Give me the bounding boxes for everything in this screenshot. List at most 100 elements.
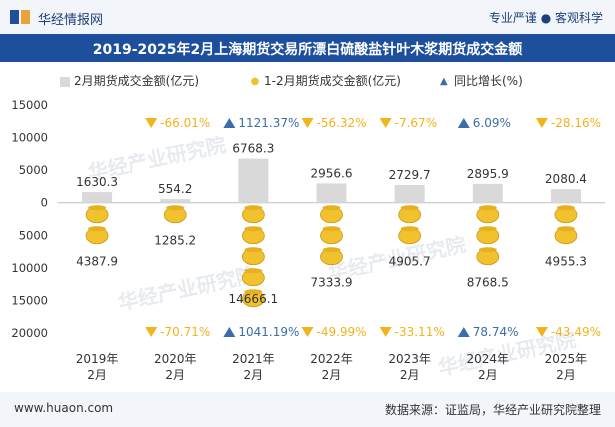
top-bar: 华经情报网 专业严谨 ● 客观科学 bbox=[0, 0, 615, 34]
growth-top-label: -56.32% bbox=[317, 116, 367, 130]
gold-pot-icon: ● bbox=[250, 75, 260, 87]
gold-pot-rim bbox=[322, 205, 341, 211]
cumulative-value-label: 4955.3 bbox=[545, 255, 587, 269]
cumulative-value-label: 8768.5 bbox=[467, 276, 509, 290]
bar-monthly bbox=[160, 199, 191, 203]
bar-monthly bbox=[550, 189, 581, 203]
tagline: 专业严谨 ● 客观科学 bbox=[488, 11, 603, 25]
growth-top-label: -7.67% bbox=[395, 116, 437, 130]
y-tick-label: 10000 bbox=[11, 261, 48, 275]
x-tick-label-year: 2025年 bbox=[545, 352, 588, 366]
growth-down-marker bbox=[379, 327, 392, 337]
bar-monthly bbox=[472, 183, 503, 203]
legend-label-cumulative: 1-2月期货成交金额(亿元) bbox=[264, 74, 401, 88]
legend-item-cumulative: ● 1-2月期货成交金额(亿元) bbox=[250, 72, 401, 89]
growth-down-marker bbox=[379, 118, 392, 128]
growth-top-label: -66.01% bbox=[160, 116, 210, 130]
growth-up-marker bbox=[457, 118, 470, 128]
cumulative-value-label: 4387.9 bbox=[76, 255, 118, 269]
gold-pot-rim bbox=[244, 289, 263, 295]
gold-pot-rim bbox=[322, 247, 341, 253]
bar-value-label: 2729.7 bbox=[389, 168, 431, 182]
huajing-logo-icon bbox=[10, 10, 30, 24]
bar-value-label: 554.2 bbox=[158, 182, 192, 196]
y-tick-label: 5000 bbox=[19, 163, 48, 177]
chart-plot: 华经产业研究院华经产业研究院华经产业研究院华经产业研究院150001000050… bbox=[11, 98, 605, 382]
bar-value-label: 2080.4 bbox=[545, 172, 587, 186]
growth-up-marker bbox=[223, 118, 236, 128]
growth-bottom-label: -43.49% bbox=[551, 325, 601, 339]
gold-pot-rim bbox=[400, 205, 419, 211]
x-tick-label-month: 2月 bbox=[244, 368, 264, 382]
legend-swatch-monthly bbox=[60, 76, 70, 87]
legend-item-monthly: 2月期货成交金额(亿元) bbox=[60, 72, 199, 89]
growth-up-marker bbox=[457, 327, 470, 337]
x-tick-label-year: 2023年 bbox=[388, 352, 431, 366]
legend-label-monthly: 2月期货成交金额(亿元) bbox=[74, 74, 199, 88]
footer: www.huaon.com 数据来源：证监局，华经产业研究院整理 bbox=[0, 392, 615, 427]
title-bar: 2019-2025年2月上海期货交易所漂白硫酸盐针叶木浆期货成交金额 bbox=[0, 34, 615, 62]
bar-value-label: 1630.3 bbox=[76, 175, 118, 189]
site-name: 华经情报网 bbox=[38, 13, 104, 28]
growth-bottom-label: 78.74% bbox=[473, 325, 519, 339]
gold-pot-rim bbox=[478, 247, 497, 253]
x-tick-label-month: 2月 bbox=[556, 368, 576, 382]
growth-bottom-label: -70.71% bbox=[160, 325, 210, 339]
gold-pot-rim bbox=[322, 226, 341, 232]
growth-top-label: 6.09% bbox=[473, 116, 511, 130]
legend-label-growth: 同比增长(%) bbox=[454, 74, 523, 88]
x-tick-label-month: 2月 bbox=[165, 368, 185, 382]
bar-value-label: 2895.9 bbox=[467, 167, 509, 181]
bar-monthly bbox=[394, 184, 425, 203]
x-tick-label-year: 2021年 bbox=[232, 352, 275, 366]
x-tick-label-year: 2022年 bbox=[310, 352, 353, 366]
gold-pot-rim bbox=[244, 268, 263, 274]
gold-pot-rim bbox=[244, 226, 263, 232]
bar-monthly bbox=[82, 192, 113, 203]
bar-monthly bbox=[316, 183, 347, 203]
growth-down-marker bbox=[535, 327, 548, 337]
footer-source: 数据来源：证监局，华经产业研究院整理 bbox=[384, 403, 601, 417]
bar-value-label: 2956.6 bbox=[311, 166, 353, 180]
gold-pot-rim bbox=[400, 226, 419, 232]
y-tick-label: 15000 bbox=[11, 98, 48, 112]
growth-bottom-label: -49.99% bbox=[317, 325, 367, 339]
triangle-up-icon: ▲ bbox=[440, 75, 448, 87]
gold-pot-rim bbox=[244, 205, 263, 211]
y-tick-label: 15000 bbox=[11, 293, 48, 307]
bar-monthly bbox=[238, 158, 269, 203]
gold-pot-rim bbox=[88, 226, 107, 232]
growth-top-label: -28.16% bbox=[551, 116, 601, 130]
growth-down-marker bbox=[535, 118, 548, 128]
y-tick-label: 0 bbox=[41, 196, 48, 210]
growth-down-marker bbox=[145, 118, 158, 128]
growth-down-marker bbox=[145, 327, 158, 337]
gold-pot-rim bbox=[556, 226, 575, 232]
chart-title: 2019-2025年2月上海期货交易所漂白硫酸盐针叶木浆期货成交金额 bbox=[92, 42, 523, 58]
cumulative-value-label: 14666.1 bbox=[229, 292, 279, 306]
cumulative-value-label: 1285.2 bbox=[154, 234, 196, 248]
footer-url: www.huaon.com bbox=[14, 401, 114, 415]
x-tick-label-month: 2月 bbox=[478, 368, 498, 382]
x-tick-label-year: 2020年 bbox=[154, 352, 197, 366]
y-tick-label: 20000 bbox=[11, 326, 48, 340]
growth-down-marker bbox=[301, 327, 314, 337]
growth-down-marker bbox=[301, 118, 314, 128]
growth-up-marker bbox=[223, 327, 236, 337]
gold-pot-rim bbox=[478, 205, 497, 211]
growth-top-label: 1121.37% bbox=[238, 116, 299, 130]
growth-bottom-label: 1041.19% bbox=[238, 325, 299, 339]
gold-pot-rim bbox=[166, 205, 185, 211]
bar-value-label: 6768.3 bbox=[232, 142, 274, 156]
gold-pot-rim bbox=[88, 205, 107, 211]
cumulative-value-label: 4905.7 bbox=[389, 255, 431, 269]
legend-item-growth: ▲ 同比增长(%) bbox=[440, 72, 523, 89]
x-tick-label-month: 2月 bbox=[87, 368, 107, 382]
x-tick-label-month: 2月 bbox=[322, 368, 342, 382]
watermark-text: 华经产业研究院 bbox=[116, 262, 258, 315]
x-tick-label-year: 2024年 bbox=[467, 352, 510, 366]
cumulative-value-label: 7333.9 bbox=[311, 276, 353, 290]
gold-pot-rim bbox=[556, 205, 575, 211]
gold-pot-rim bbox=[244, 247, 263, 253]
growth-bottom-label: -33.11% bbox=[395, 325, 445, 339]
